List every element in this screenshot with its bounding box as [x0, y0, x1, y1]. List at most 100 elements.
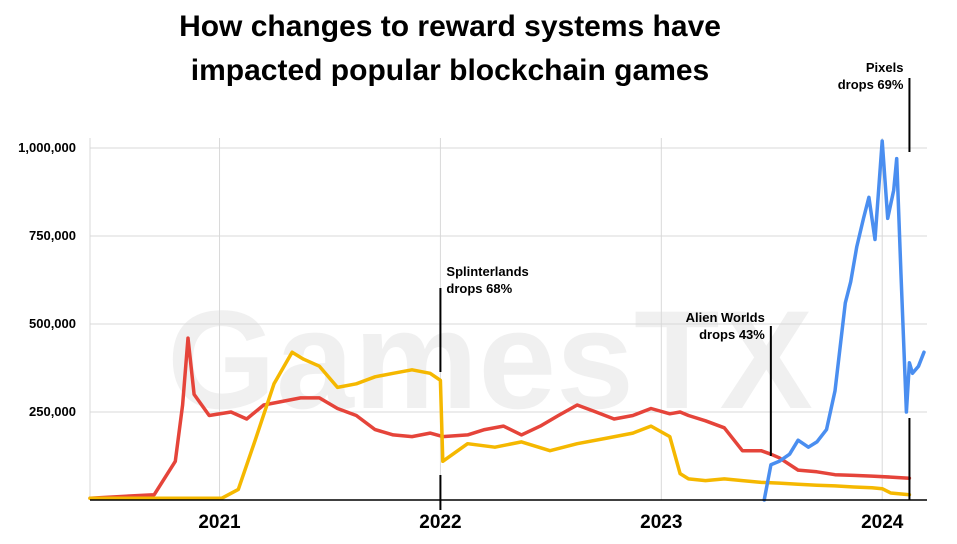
data-point — [741, 479, 744, 482]
annotation-label: drops 69% — [838, 77, 904, 92]
y-tick-label: 1,000,000 — [18, 140, 76, 155]
data-point — [429, 432, 431, 434]
data-point — [797, 483, 799, 486]
y-tick-label: 250,000 — [29, 404, 76, 419]
data-point — [208, 414, 210, 417]
data-point — [816, 471, 818, 473]
data-point — [760, 449, 762, 452]
data-point — [549, 449, 551, 452]
data-point — [187, 337, 189, 339]
annotation-label: drops 43% — [699, 327, 765, 342]
data-point — [889, 492, 892, 494]
data-point — [788, 453, 791, 456]
data-point — [669, 413, 671, 415]
data-point — [557, 414, 560, 417]
x-tick-label: 2023 — [640, 512, 682, 533]
data-point — [687, 414, 690, 417]
data-point — [723, 427, 726, 429]
data-point — [374, 376, 376, 378]
annotation-label: Pixels — [866, 60, 904, 75]
data-point — [853, 486, 855, 488]
data-point — [886, 217, 889, 220]
data-point — [89, 497, 91, 500]
data-point — [889, 476, 892, 478]
series-lines — [88, 139, 926, 502]
data-point — [439, 379, 442, 382]
data-point — [411, 369, 413, 371]
data-point — [237, 488, 240, 491]
data-point — [355, 414, 358, 417]
data-point — [834, 485, 836, 487]
data-point — [318, 365, 321, 368]
data-point — [825, 428, 828, 431]
data-point — [844, 302, 847, 304]
data-point — [650, 407, 652, 410]
data-point — [245, 418, 248, 420]
data-point — [221, 497, 223, 500]
data-point — [595, 411, 597, 413]
data-point — [174, 460, 177, 463]
data-point — [871, 486, 873, 489]
data-point — [704, 420, 707, 422]
y-tick-label: 750,000 — [29, 228, 76, 243]
data-point — [576, 442, 578, 445]
chart-title-line-1: How changes to reward systems have — [179, 10, 721, 43]
data-point — [650, 425, 652, 427]
data-point — [874, 238, 876, 241]
x-tick-label: 2024 — [861, 512, 904, 533]
data-point — [856, 245, 858, 248]
data-point — [520, 441, 523, 443]
x-tick-label: 2021 — [198, 512, 241, 533]
data-point — [669, 435, 671, 438]
annotation-label: Splinterlands — [446, 264, 528, 279]
data-point — [336, 386, 339, 389]
data-point — [604, 437, 607, 440]
data-point — [302, 358, 305, 361]
data-point — [153, 493, 155, 496]
data-point — [679, 472, 681, 475]
data-point — [355, 383, 358, 385]
data-point — [299, 397, 302, 399]
data-point — [778, 460, 781, 463]
series-line-1 — [88, 350, 912, 500]
data-point — [520, 434, 523, 436]
data-point — [181, 404, 184, 406]
data-point — [881, 140, 883, 142]
data-point — [895, 157, 898, 160]
data-point — [230, 411, 232, 413]
data-point — [778, 457, 781, 459]
data-point — [881, 487, 883, 490]
chart-title-line-2: impacted popular blockchain games — [191, 54, 709, 87]
data-point — [262, 404, 265, 406]
data-point — [849, 281, 852, 283]
x-tick-label: 2022 — [419, 512, 461, 533]
annotation-label: drops 68% — [446, 281, 512, 296]
data-point — [193, 393, 195, 396]
data-point — [679, 411, 681, 413]
annotations: Splinterlands drops 68% Alien Worlds drops … — [439, 60, 911, 510]
data-point — [797, 439, 799, 442]
data-point — [392, 372, 395, 375]
data-point — [862, 217, 865, 220]
data-point — [770, 464, 772, 466]
data-point — [760, 481, 762, 484]
data-point — [539, 425, 542, 427]
data-point — [900, 273, 902, 276]
data-point — [281, 400, 284, 403]
data-point — [807, 446, 810, 449]
data-point — [704, 479, 707, 482]
data-point — [816, 441, 818, 443]
data-point — [466, 442, 469, 445]
data-point — [494, 446, 496, 449]
data-point — [632, 432, 634, 434]
data-point — [613, 418, 615, 420]
data-point — [254, 439, 256, 442]
data-point — [336, 407, 339, 410]
data-point — [923, 351, 925, 354]
data-point — [834, 390, 836, 392]
data-point — [411, 435, 413, 438]
data-point — [871, 475, 873, 477]
data-point — [741, 449, 744, 452]
data-point — [374, 428, 376, 431]
